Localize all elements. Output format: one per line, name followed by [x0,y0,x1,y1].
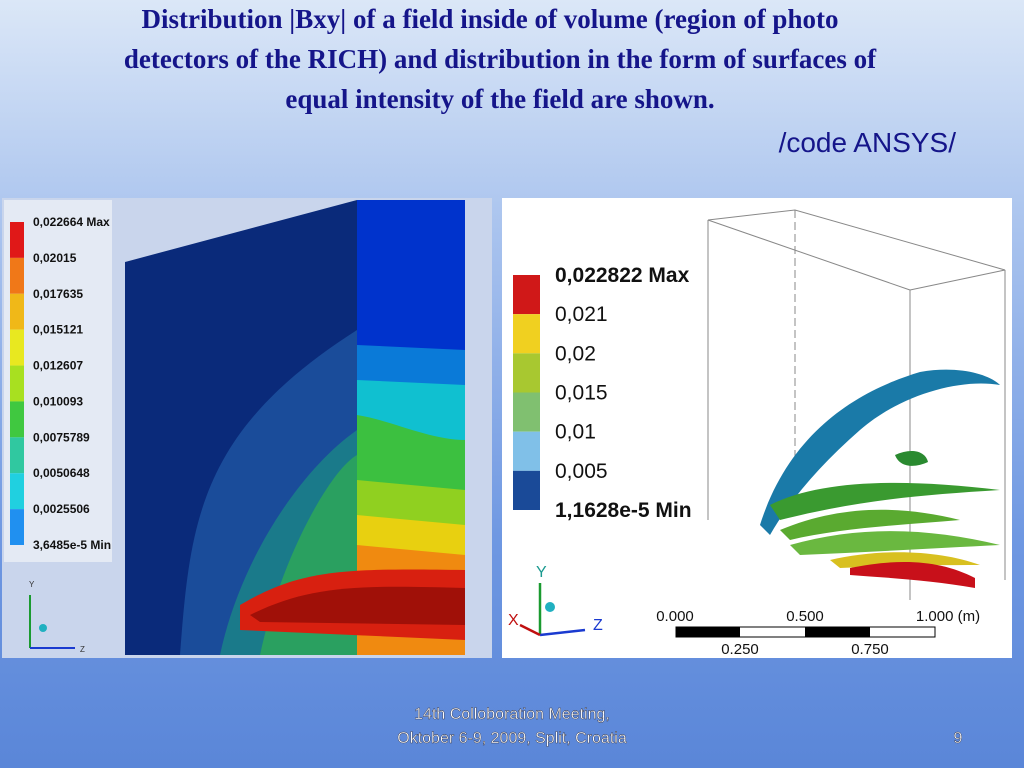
legend-label: 0,0025506 [33,502,90,516]
legend-label: 0,012607 [33,359,83,373]
axis-label: Y [536,564,547,581]
scale-label: 0.250 [721,641,759,658]
legend-swatch [10,257,24,294]
legend-label: 0,010093 [33,394,83,408]
legend-label: 0,021 [555,303,608,326]
source-note: /code ANSYS/ [779,127,957,158]
title-line: Distribution |Bxy| of a field inside of … [142,4,839,34]
legend-label: 0,0075789 [33,430,90,444]
surface [770,482,1000,520]
surface [760,369,1000,535]
legend: 0,022664 Max 0,02015 0,017635 0,015121 0,012… [10,215,111,552]
axis-origin [545,602,555,612]
axis-label: Y [29,580,35,589]
right-figure: 0,022822 Max 0,021 0,02 0,015 0,01 0,005 1,162… [502,198,1012,658]
legend-label: 0,022664 Max [33,215,110,229]
surface [850,562,975,588]
scale-segment [676,627,740,637]
legend-swatch [10,509,24,545]
legend-label: 0,022822 Max [555,264,690,287]
legend-swatch [513,431,540,471]
legend-label: 1,1628e-5 Min [555,499,692,522]
legend-swatch [10,293,24,330]
axis-origin [39,624,47,632]
legend-swatch [513,392,540,432]
surface [895,450,928,466]
page-number: 9 [954,730,963,747]
surface [790,531,1000,555]
footer-line: Oktober 6-9, 2009, Split, Croatia [397,730,627,747]
footer-line: 14th Colloboration Meeting, [414,706,610,723]
title-line: equal intensity of the field are shown. [285,84,714,114]
scale-label: 0.000 [656,608,694,625]
surface [780,509,960,540]
legend-swatch [10,365,24,402]
scale-label: 0.750 [851,641,889,658]
figure-frame [502,198,1012,658]
legend-label: 0,005 [555,460,608,483]
legend-swatch [513,470,540,510]
legend-label: 0,02015 [33,251,77,265]
legend-label: 0,017635 [33,287,83,301]
legend-label: 0,02 [555,342,596,365]
legend-swatch [10,222,24,258]
legend-label: 3,6485e-5 Min [33,538,111,552]
axis-arrow [519,623,541,637]
scale-segment [805,627,870,637]
legend-swatch [513,314,540,354]
wireframe [707,209,1006,600]
axis-label: X [508,612,519,629]
legend-swatch [10,437,24,474]
scale-label: 0.500 [786,608,824,625]
axis-label: Z [80,645,85,654]
legend-swatch [10,401,24,438]
legend-label: 0,01 [555,421,596,444]
legend-label: 0,015121 [33,323,83,337]
box-edge [707,209,1006,291]
scale-label: 1.000 (m) [916,608,980,625]
field-band [250,586,465,625]
legend: 0,022822 Max 0,021 0,02 0,015 0,01 0,005 1,162… [513,264,692,522]
legend-swatch [10,473,24,510]
legend-swatch [513,275,540,315]
legend-label: 0,015 [555,382,608,405]
axis-arrow [539,628,586,637]
legend-label: 0,0050648 [33,466,90,480]
legend-swatch [10,329,24,366]
surface [830,552,980,568]
legend-swatch [513,353,540,393]
axis-label: Z [593,617,603,634]
left-figure: 0,022664 Max 0,02015 0,017635 0,015121 0,012… [2,198,492,658]
title-line: detectors of the RICH) and distribution … [124,44,877,74]
